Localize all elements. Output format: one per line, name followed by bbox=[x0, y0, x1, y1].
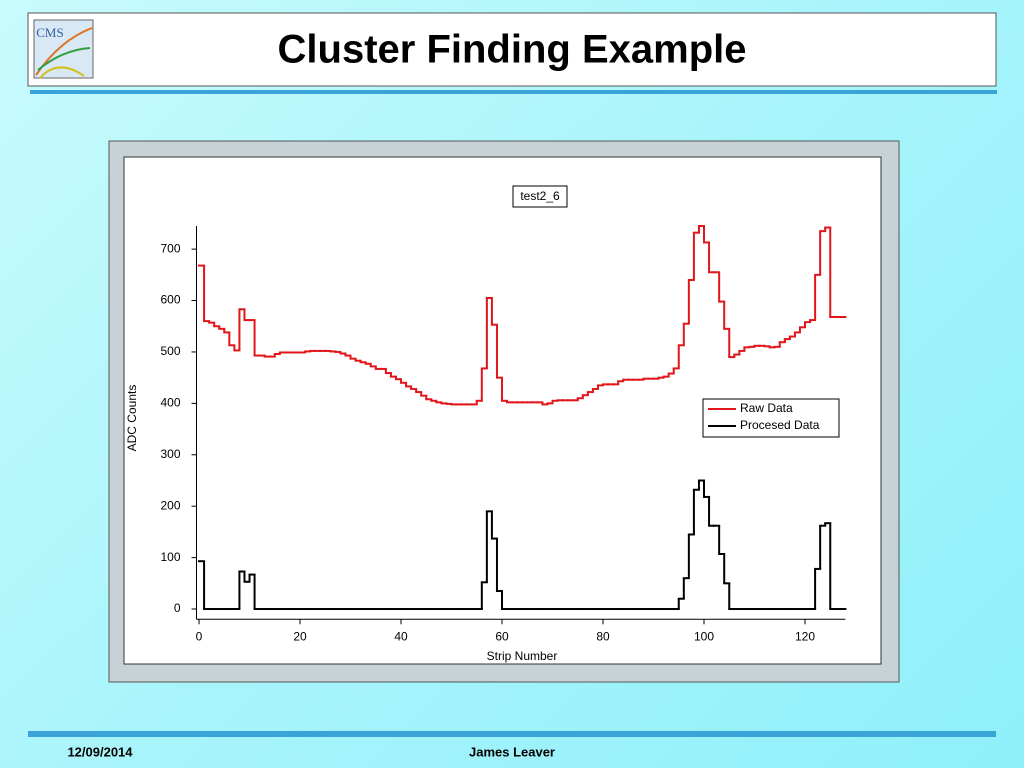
x-tick-label: 100 bbox=[694, 629, 714, 643]
footer-date: 12/09/2014 bbox=[67, 744, 133, 759]
x-tick-label: 80 bbox=[596, 629, 610, 643]
y-tick-label: 100 bbox=[160, 550, 180, 564]
x-tick-label: 0 bbox=[196, 629, 203, 643]
footer-author: James Leaver bbox=[469, 744, 555, 759]
logo-text: CMS bbox=[36, 25, 63, 40]
chart-title-box bbox=[512, 185, 568, 208]
footer-bar bbox=[28, 731, 996, 737]
y-tick-label: 200 bbox=[160, 498, 180, 512]
x-tick-label: 60 bbox=[495, 629, 509, 643]
legend-label: Raw Data bbox=[740, 401, 793, 415]
header-box bbox=[27, 12, 997, 87]
y-tick-label: 600 bbox=[160, 293, 180, 307]
y-tick-label: 400 bbox=[160, 396, 180, 410]
x-tick-label: 120 bbox=[795, 629, 815, 643]
x-axis-label: Strip Number bbox=[487, 649, 558, 663]
y-tick-label: 300 bbox=[160, 447, 180, 461]
y-tick-label: 500 bbox=[160, 344, 180, 358]
slide-title: Cluster Finding Example bbox=[278, 28, 747, 72]
y-tick-label: 700 bbox=[160, 241, 180, 255]
legend-label: Procesed Data bbox=[740, 418, 820, 432]
y-axis-label: ADC Counts bbox=[125, 385, 139, 452]
header-shadow bbox=[30, 90, 997, 94]
logo: CMS bbox=[33, 19, 94, 79]
y-tick-label: 0 bbox=[174, 601, 181, 615]
x-tick-label: 20 bbox=[293, 629, 307, 643]
x-tick-label: 40 bbox=[394, 629, 408, 643]
chart-title: test2_6 bbox=[520, 189, 560, 203]
legend-box bbox=[702, 398, 840, 438]
